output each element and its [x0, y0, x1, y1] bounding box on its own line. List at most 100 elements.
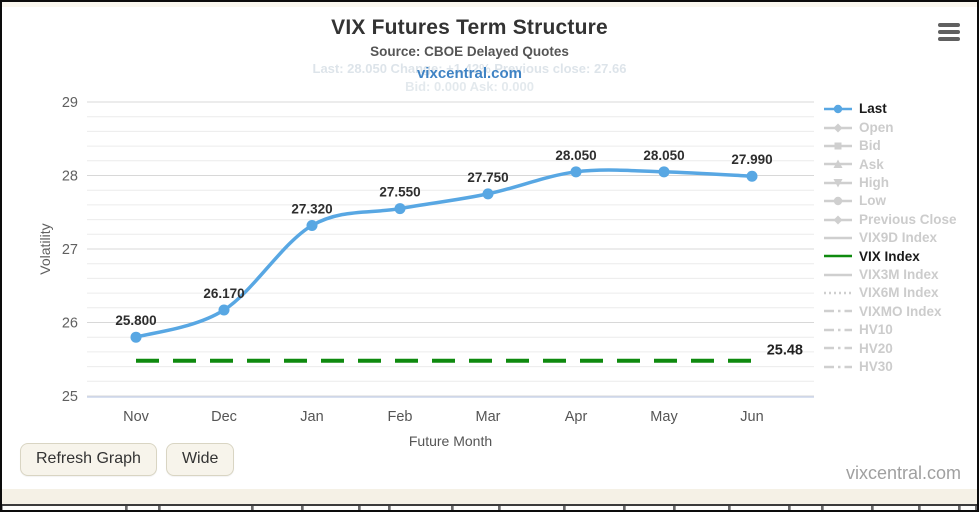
table-cell [625, 506, 675, 510]
data-label-nov: 25.800 [115, 313, 156, 328]
data-label-dec: 26.170 [203, 286, 244, 301]
x-tick-may: May [650, 409, 678, 425]
table-cell [873, 506, 920, 510]
table-cell [675, 506, 730, 510]
vix3m-index-marker-icon [824, 273, 852, 276]
table-cell [360, 506, 390, 510]
data-label-feb: 27.550 [379, 185, 420, 200]
fading-tooltip-line1: Last: 28.050 Change: +1.42% Previous clo… [312, 61, 627, 76]
svg-text:28: 28 [62, 169, 78, 185]
data-point-mar[interactable] [482, 188, 494, 200]
svg-text:25: 25 [62, 389, 78, 405]
data-point-feb[interactable] [394, 203, 406, 215]
wide-button[interactable]: Wide [165, 443, 235, 476]
table-cell [730, 506, 790, 510]
legend-label: VIX3M Index [859, 266, 939, 282]
refresh-graph-button[interactable]: Refresh Graph [20, 443, 157, 476]
vixmo-index-marker-icon [824, 310, 852, 313]
page-title: VIX Futures Term Structure [331, 16, 608, 39]
fading-tooltip-line2: Bid: 0.000 Ask: 0.000 [405, 79, 534, 94]
x-tick-apr: Apr [565, 409, 588, 425]
data-label-may: 28.050 [643, 148, 684, 163]
vix-index-value-label: 25.48 [767, 343, 803, 359]
legend-item-hv20[interactable]: HV20 [823, 339, 977, 357]
data-point-dec[interactable] [218, 304, 230, 316]
legend-item-vix3m-index[interactable]: VIX3M Index [823, 266, 977, 284]
data-label-jan: 27.320 [291, 201, 332, 216]
table-cell [500, 506, 565, 510]
ask-marker-icon [824, 159, 852, 169]
vix6m-index-marker-icon [824, 291, 852, 295]
open-marker-icon [824, 123, 852, 133]
data-label-apr: 28.050 [555, 148, 596, 163]
chart-subtitle: Source: CBOE Delayed Quotes [370, 44, 569, 59]
vixcentral-link[interactable]: vixcentral.com [416, 65, 523, 82]
svg-text:26: 26 [62, 316, 78, 332]
legend-item-hv30[interactable]: HV30 [823, 357, 977, 375]
table-cell [253, 506, 303, 510]
table-cell [390, 506, 453, 510]
legend-item-open[interactable]: Open [823, 118, 977, 136]
legend-label: VIX6M Index [859, 285, 939, 301]
vix-index-marker-icon [824, 255, 852, 258]
hamburger-menu-icon[interactable] [937, 23, 961, 44]
previous-close-marker-icon [824, 215, 852, 225]
quotes-table-cutoff [2, 504, 977, 510]
legend-label: Low [859, 193, 886, 209]
legend-label: Last [859, 101, 887, 117]
table-cell [565, 506, 625, 510]
legend-item-ask[interactable]: Ask [823, 155, 977, 173]
legend-label: Previous Close [859, 211, 957, 227]
hv20-marker-icon [824, 347, 852, 350]
table-cell [2, 506, 127, 510]
data-point-jan[interactable] [306, 219, 318, 231]
term-structure-chart: 25 26 27 28 29 Nov Dec Jan Feb Mar Apr May Jun 25.48 2… [62, 95, 814, 425]
legend-item-vix6m-index[interactable]: VIX6M Index [823, 284, 977, 302]
legend-item-hv10[interactable]: HV10 [823, 321, 977, 339]
x-tick-jun: Jun [740, 409, 763, 425]
legend-label: Ask [859, 156, 884, 172]
legend-item-vixmo-index[interactable]: VIXMO Index [823, 302, 977, 320]
last-marker-icon [824, 104, 852, 114]
legend-label: VIXMO Index [859, 303, 942, 319]
x-tick-feb: Feb [388, 409, 413, 425]
legend-item-bid[interactable]: Bid [823, 137, 977, 155]
legend-item-vix9d-index[interactable]: VIX9D Index [823, 229, 977, 247]
data-point-may[interactable] [658, 166, 670, 178]
legend-label: Open [859, 119, 894, 135]
table-cell [127, 506, 160, 510]
last-series-line [135, 168, 753, 339]
table-cell [790, 506, 823, 510]
legend-item-vix-index[interactable]: VIX Index [823, 247, 977, 265]
low-marker-icon [824, 196, 852, 206]
legend-label: High [859, 175, 889, 190]
legend-label: HV30 [859, 358, 893, 374]
data-point-apr[interactable] [570, 166, 582, 178]
legend-item-previous-close[interactable]: Previous Close [823, 210, 977, 228]
legend-item-low[interactable]: Low [823, 192, 977, 210]
data-label-jun: 27.990 [731, 152, 772, 167]
table-cell [823, 506, 873, 510]
table-cell [960, 506, 977, 510]
x-axis-title: Future Month [408, 433, 493, 449]
legend-item-last[interactable]: Last [823, 100, 977, 118]
hv10-marker-icon [824, 328, 852, 332]
legend-item-high[interactable]: High [823, 174, 977, 192]
data-label-mar: 27.750 [467, 170, 508, 185]
data-point-jun[interactable] [746, 170, 758, 182]
legend-label: VIX Index [859, 248, 920, 264]
legend-label: HV20 [859, 340, 893, 356]
svg-text:27: 27 [62, 242, 78, 258]
x-tick-nov: Nov [123, 409, 150, 425]
data-point-nov[interactable] [130, 331, 142, 343]
legend-label: VIX9D Index [859, 230, 938, 246]
chart-legend: Last Open Bid Ask High Low Previous Close VIX9D… [823, 100, 977, 376]
table-cell [160, 506, 253, 510]
footer-strip [2, 489, 977, 505]
x-tick-jan: Jan [300, 409, 323, 425]
table-cell [453, 506, 500, 510]
top-strip [2, 2, 977, 7]
x-tick-dec: Dec [211, 409, 237, 425]
legend-label: HV10 [859, 322, 893, 338]
